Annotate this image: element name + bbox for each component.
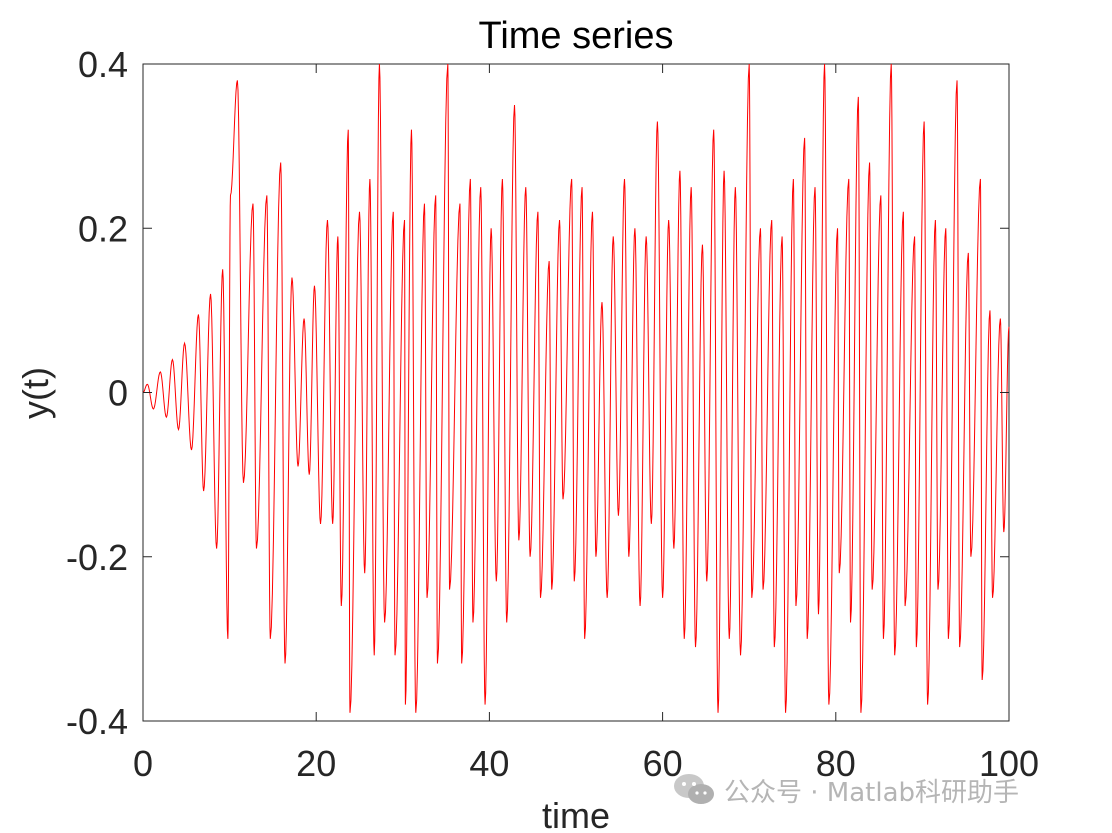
x-axis: 0 20 40 60 80 100	[133, 64, 1039, 784]
x-tick-label: 80	[816, 743, 856, 784]
axes-box	[142, 63, 1010, 722]
y-tick-label: 0.4	[78, 44, 128, 85]
y-tick-label: 0.2	[78, 208, 128, 249]
x-tick-label: 100	[979, 743, 1039, 784]
x-tick-label: 40	[469, 743, 509, 784]
x-tick-label: 0	[133, 743, 153, 784]
series-line	[142, 63, 1010, 713]
watermark: 公众号 · Matlab科研助手	[672, 768, 1019, 812]
y-axis: 0.4 0.2 0 -0.2 -0.4	[66, 44, 1009, 742]
plot-area	[142, 63, 1010, 722]
x-axis-label: time	[542, 795, 610, 833]
x-tick-label: 60	[643, 743, 683, 784]
y-tick-label: -0.4	[66, 701, 128, 742]
wechat-icon	[672, 772, 716, 808]
y-tick-label: -0.2	[66, 537, 128, 578]
y-tick-label: 0	[108, 373, 128, 414]
chart-title: Time series	[479, 15, 674, 57]
y-axis-label: y(t)	[15, 367, 56, 419]
watermark-text: 公众号 · Matlab科研助手	[724, 777, 1020, 808]
x-tick-label: 20	[296, 743, 336, 784]
